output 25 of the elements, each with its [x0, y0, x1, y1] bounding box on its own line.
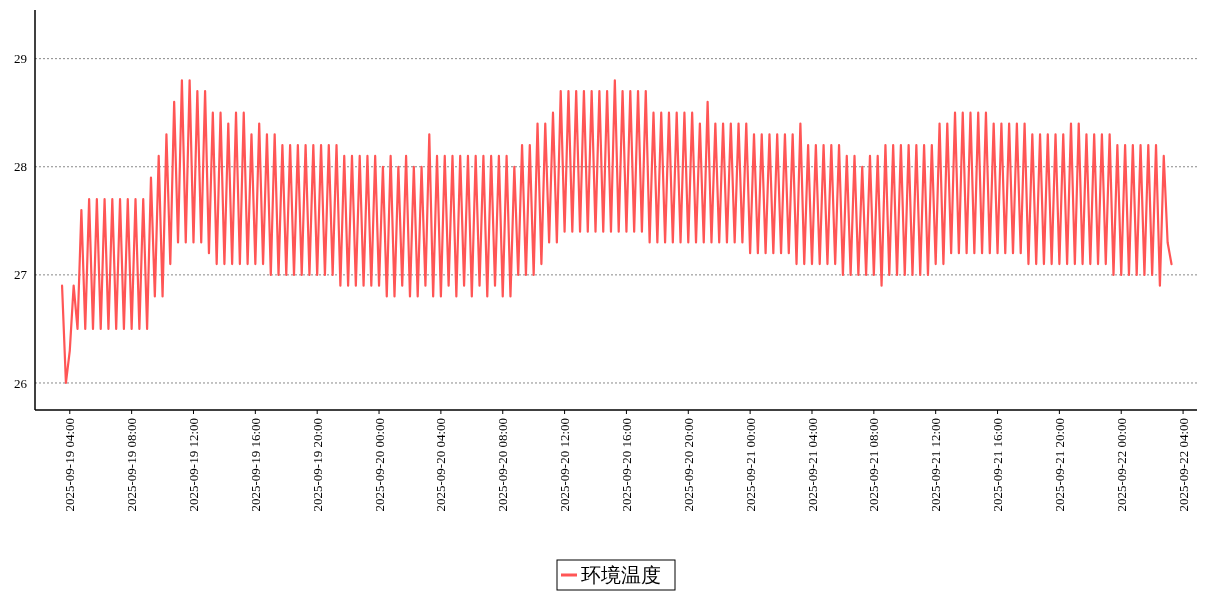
- y-tick-label: 28: [14, 159, 27, 175]
- y-tick-label: 26: [14, 375, 28, 391]
- x-tick-label: 2025-09-19 20:00: [309, 418, 325, 512]
- y-tick-label: 29: [14, 51, 27, 67]
- y-tick-label: 27: [14, 267, 28, 283]
- x-tick-label: 2025-09-21 00:00: [742, 418, 758, 512]
- x-tick-label: 2025-09-19 16:00: [247, 418, 263, 512]
- x-tick-label: 2025-09-20 00:00: [371, 418, 387, 512]
- x-tick-label: 2025-09-19 12:00: [186, 418, 202, 512]
- x-tick-label: 2025-09-21 20:00: [1051, 418, 1067, 512]
- x-tick-label: 2025-09-19 08:00: [124, 418, 140, 512]
- x-tick-label: 2025-09-20 20:00: [680, 418, 696, 512]
- x-tick-label: 2025-09-21 04:00: [804, 418, 820, 512]
- legend-label: 环境温度: [581, 564, 661, 586]
- x-tick-label: 2025-09-20 08:00: [495, 418, 511, 512]
- x-tick-label: 2025-09-21 08:00: [866, 418, 882, 512]
- x-tick-label: 2025-09-21 12:00: [928, 418, 944, 512]
- x-tick-label: 2025-09-20 16:00: [618, 418, 634, 512]
- line-series: [60, 79, 1173, 385]
- x-tick-label: 2025-09-22 00:00: [1113, 418, 1129, 512]
- x-tick-label: 2025-09-20 04:00: [433, 418, 449, 512]
- x-tick-label: 2025-09-20 12:00: [557, 418, 573, 512]
- x-tick-label: 2025-09-21 16:00: [990, 418, 1006, 512]
- x-tick-label: 2025-09-19 04:00: [62, 418, 78, 512]
- x-tick-label: 2025-09-22 04:00: [1175, 418, 1191, 512]
